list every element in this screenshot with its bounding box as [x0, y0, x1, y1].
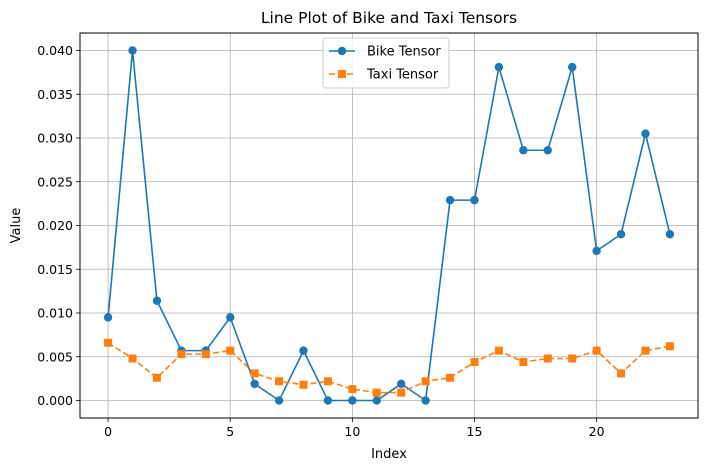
data-point [104, 338, 113, 347]
y-tick-label: 0.040 [37, 43, 73, 58]
data-point [616, 230, 626, 239]
x-tick-label: 10 [344, 424, 360, 439]
data-point [152, 373, 161, 382]
data-point [397, 379, 406, 389]
data-point [543, 146, 552, 155]
data-point [568, 62, 577, 72]
data-point [323, 377, 332, 386]
legend-marker [337, 46, 347, 56]
data-point [470, 358, 479, 366]
data-point [494, 62, 504, 72]
data-point [250, 369, 259, 378]
series-line [107, 342, 671, 394]
data-point [128, 46, 137, 55]
data-point [348, 385, 357, 394]
data-point [641, 129, 650, 138]
data-point [421, 377, 430, 386]
data-point [250, 379, 259, 389]
data-point [543, 354, 552, 363]
data-point [274, 396, 284, 405]
data-point [323, 396, 333, 405]
data-point [617, 369, 626, 378]
data-point [592, 246, 601, 256]
y-axis-label: Value [9, 208, 24, 244]
legend-marker [338, 70, 346, 78]
data-point [445, 195, 455, 205]
y-tick-label: 0.015 [37, 262, 73, 277]
y-tick-label: 0.030 [37, 131, 73, 146]
data-point [519, 146, 528, 155]
x-axis: 0 5 10 15 20 [104, 418, 605, 439]
series-taxi [104, 338, 674, 397]
data-point [665, 342, 674, 351]
data-point [226, 313, 235, 322]
y-tick-label: 0.000 [37, 393, 73, 408]
legend: Bike Tensor Taxi Tensor [322, 37, 450, 89]
data-point [299, 346, 308, 355]
x-tick-label: 0 [104, 424, 112, 439]
y-tick-label: 0.020 [37, 218, 73, 233]
y-tick-label: 0.005 [37, 349, 73, 364]
data-point [128, 354, 137, 363]
data-point [275, 377, 284, 386]
data-point [494, 346, 503, 355]
data-point [201, 350, 210, 359]
data-point [446, 373, 455, 382]
y-axis: 0.000 0.005 0.010 0.015 0.020 0.025 0.030 0.035… [37, 43, 80, 408]
data-point [421, 396, 430, 405]
data-point [348, 396, 357, 405]
data-point [470, 195, 479, 205]
data-point [665, 230, 675, 239]
x-tick-label: 20 [589, 424, 605, 439]
x-tick-label: 5 [226, 424, 234, 439]
chart-title: Line Plot of Bike and Taxi Tensors [261, 9, 517, 27]
y-tick-label: 0.025 [37, 174, 73, 189]
y-tick-label: 0.035 [37, 87, 73, 102]
data-point [592, 346, 601, 355]
data-point [372, 388, 381, 397]
y-tick-label: 0.010 [37, 306, 73, 321]
data-point [641, 346, 650, 355]
data-point [152, 296, 162, 305]
data-point [372, 396, 381, 405]
data-point [568, 354, 577, 363]
data-point [397, 388, 406, 397]
legend-label: Bike Tensor [367, 45, 441, 60]
x-axis-label: Index [371, 447, 407, 462]
data-point [177, 350, 186, 359]
data-point [226, 346, 235, 355]
data-point [103, 313, 113, 322]
series-layer [103, 46, 675, 405]
data-point [299, 380, 308, 389]
x-tick-label: 15 [467, 424, 483, 439]
legend-label: Taxi Tensor [366, 68, 439, 83]
data-point [519, 358, 528, 366]
